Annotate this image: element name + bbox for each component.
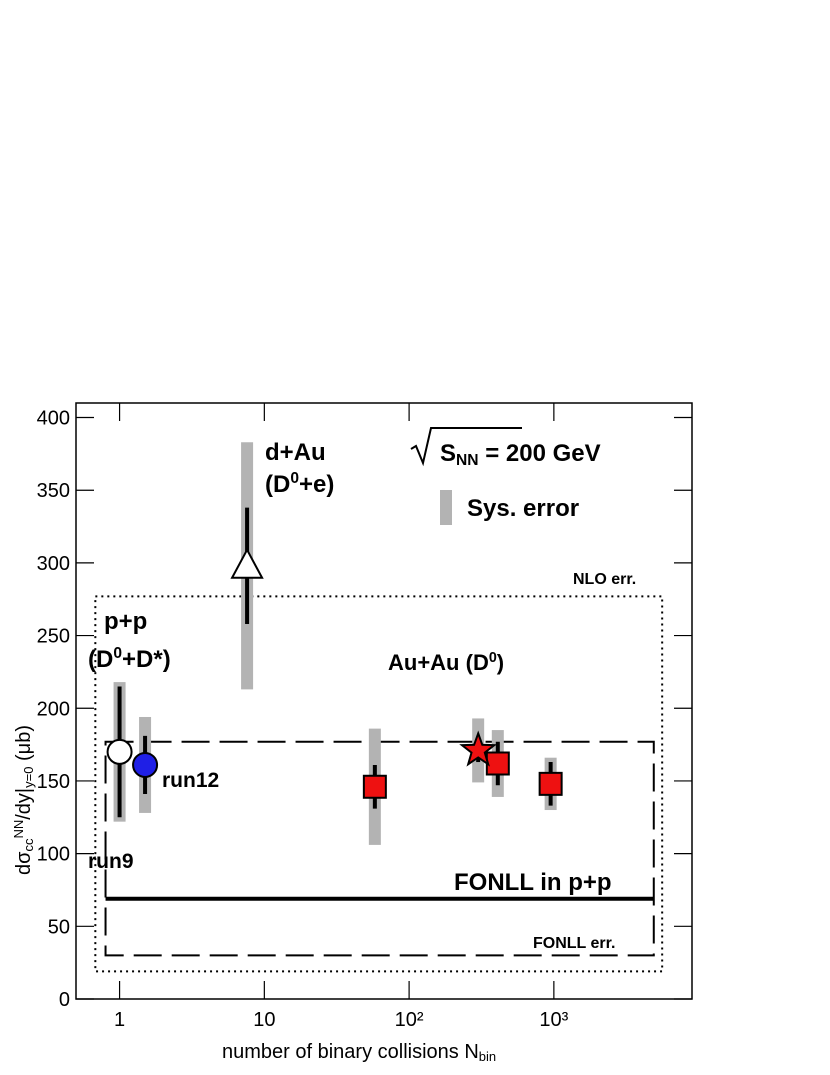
- text-part: (μb): [13, 725, 35, 767]
- y-tick-label: 350: [37, 480, 70, 502]
- text-part: (D: [88, 646, 113, 673]
- text-part: +D*): [122, 646, 171, 673]
- sqrt-sign: [410, 427, 522, 467]
- text-part: (D: [265, 471, 290, 498]
- point: [230, 547, 264, 579]
- annotation: SNN = 200 GeV: [440, 440, 601, 469]
- text-part: number of binary collisions N: [222, 1041, 479, 1063]
- annotation: FONLL in p+p: [454, 869, 612, 896]
- text-part: 0: [113, 645, 122, 662]
- annotation: FONLL err.: [533, 935, 615, 952]
- text-part: y=0: [21, 767, 36, 788]
- text-part: S: [440, 440, 456, 467]
- y-tick-label: 150: [37, 771, 70, 793]
- legend-swatch: [440, 490, 452, 525]
- text-part: p+p: [104, 608, 147, 635]
- text-part: cc: [21, 838, 36, 852]
- text-part: /dy|: [13, 788, 35, 820]
- text-part: +e): [299, 471, 334, 498]
- text-part: 0: [489, 650, 497, 666]
- x-tick-label: 10²: [395, 1009, 424, 1031]
- x-tick-label: 10³: [539, 1009, 568, 1031]
- point: [459, 730, 498, 767]
- text-part: = 200 GeV: [479, 440, 601, 467]
- y-tick-label: 50: [48, 916, 70, 938]
- x-tick-label: 10: [253, 1009, 275, 1031]
- text-part: d+Au: [265, 439, 326, 466]
- point: [538, 771, 563, 796]
- y-tick-label: 400: [37, 408, 70, 430]
- text-part: FONLL in p+p: [454, 869, 612, 896]
- y-tick-label: 200: [37, 698, 70, 720]
- series-label: run9: [88, 850, 134, 873]
- text-part: NN: [456, 452, 479, 469]
- text-part: Au+Au (D: [388, 650, 489, 675]
- point: [132, 751, 159, 778]
- annotation: (D0+D*): [88, 645, 171, 673]
- point: [106, 738, 133, 765]
- point: [485, 751, 510, 776]
- x-tick-label: 1: [114, 1009, 125, 1031]
- y-tick-label: 250: [37, 626, 70, 648]
- text-part: NLO err.: [573, 571, 636, 588]
- annotation: d+Au: [265, 439, 326, 466]
- annotation: NLO err.: [573, 571, 636, 588]
- annotation: p+p: [104, 608, 147, 635]
- annotation: Au+Au (D0): [388, 650, 504, 675]
- text-part: dσ: [13, 851, 35, 875]
- y-axis-label: dσccNN/dy|y=0 (μb): [11, 725, 36, 875]
- text-part: NN: [11, 820, 26, 839]
- text-part: ): [497, 650, 504, 675]
- annotation: (D0+e): [265, 470, 334, 498]
- text-part: 0: [290, 470, 299, 487]
- x-axis-label: number of binary collisions Nbin: [222, 1041, 496, 1064]
- y-tick-label: 100: [37, 844, 70, 866]
- plot-frame: [75, 402, 693, 1000]
- text-part: FONLL err.: [533, 935, 615, 952]
- series-label: run12: [162, 769, 219, 792]
- y-tick-label: 300: [37, 553, 70, 575]
- nlo-err-box: [94, 595, 664, 973]
- y-tick-label: 0: [59, 989, 70, 1011]
- legend-label: Sys. error: [467, 495, 579, 522]
- text-part: bin: [479, 1049, 496, 1064]
- point: [362, 774, 387, 799]
